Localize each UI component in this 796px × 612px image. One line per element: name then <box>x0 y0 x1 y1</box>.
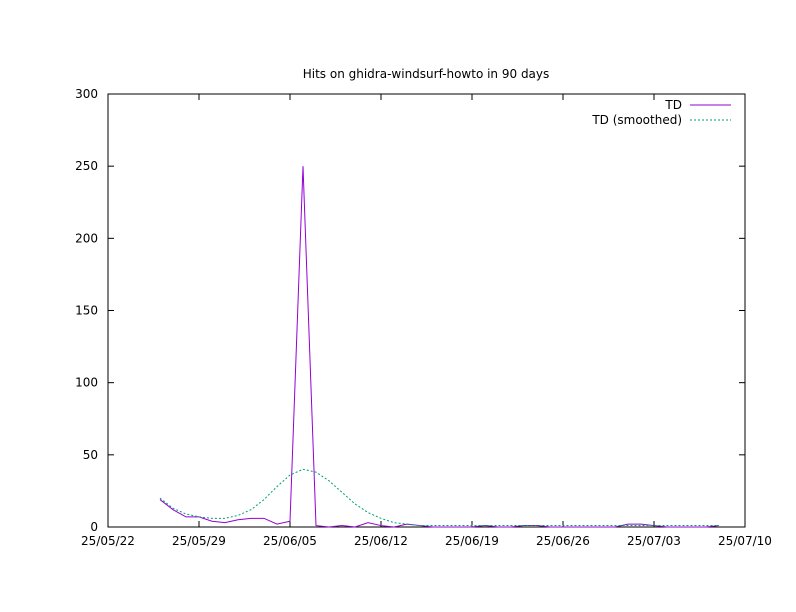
y-tick-label: 200 <box>75 231 98 245</box>
y-tick-label: 50 <box>83 448 98 462</box>
y-tick-label: 150 <box>75 304 98 318</box>
y-tick-label: 0 <box>90 520 98 534</box>
x-tick-label: 25/06/12 <box>354 534 408 548</box>
legend-label: TD (smoothed) <box>591 113 682 127</box>
series-line-td-smoothed <box>159 468 719 527</box>
legend-label: TD <box>664 98 682 112</box>
x-tick-label: 25/06/26 <box>536 534 590 548</box>
y-tick-label: 100 <box>75 376 98 390</box>
x-tick-label: 25/07/10 <box>718 534 772 548</box>
x-tick-label: 25/06/19 <box>445 534 499 548</box>
y-tick-label: 250 <box>75 159 98 173</box>
x-tick-label: 25/06/05 <box>263 534 317 548</box>
x-tick-label: 25/07/03 <box>627 534 681 548</box>
chart-title: Hits on ghidra-windsurf-howto in 90 days <box>303 67 550 81</box>
x-tick-label: 25/05/22 <box>81 534 135 548</box>
y-tick-label: 300 <box>75 87 98 101</box>
series-line-td <box>159 166 720 528</box>
x-tick-label: 25/05/29 <box>172 534 226 548</box>
